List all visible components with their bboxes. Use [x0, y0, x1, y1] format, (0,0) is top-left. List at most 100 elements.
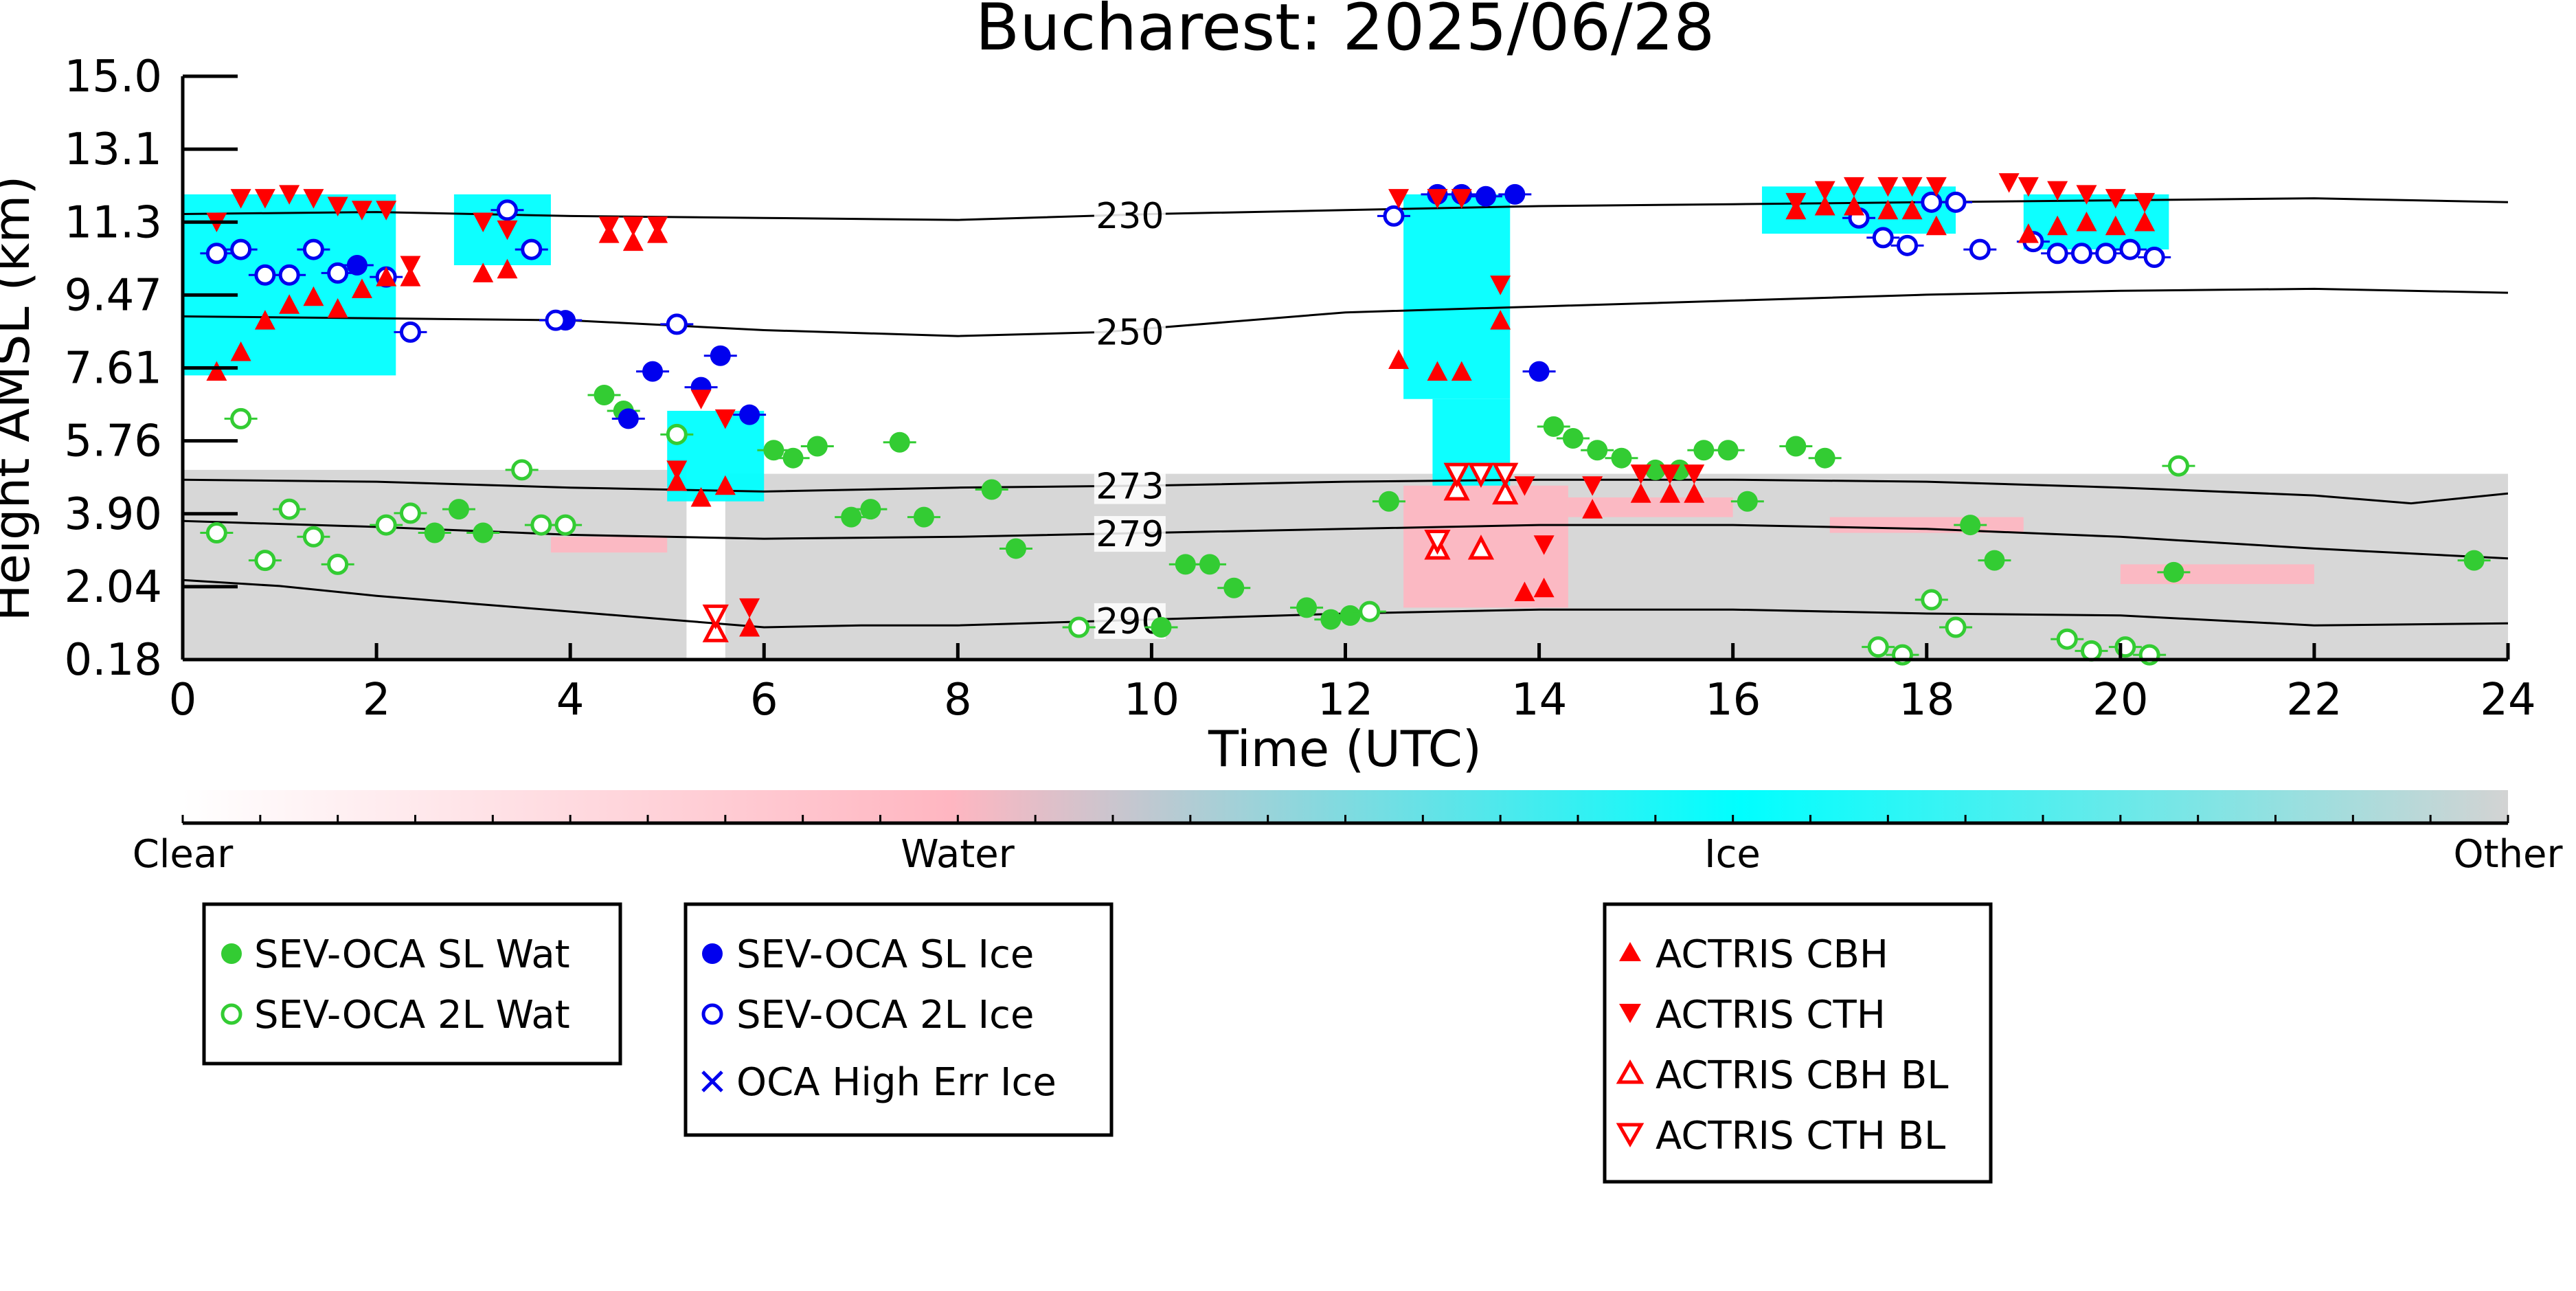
data-point — [230, 189, 251, 209]
data-point — [230, 407, 252, 429]
legend-box-ice: SEV-OCA SL Ice SEV-OCA 2L Ice OCA High E… — [683, 902, 1114, 1137]
data-point — [1427, 361, 1448, 381]
y-tick-label: 2.04 — [65, 562, 163, 613]
y-tick-label: 13.1 — [65, 124, 163, 175]
data-point — [1490, 310, 1511, 330]
data-point — [1427, 189, 1448, 209]
data-point — [1659, 483, 1680, 503]
contour-label-230: 230 — [1096, 196, 1164, 237]
legend-marker-2l-wat — [221, 1003, 242, 1025]
data-point — [1867, 636, 1889, 658]
contour-label-bg — [1094, 197, 1166, 234]
legend-marker-high-err-ice — [701, 1070, 723, 1092]
data-point — [1451, 189, 1472, 209]
data-point — [327, 553, 349, 575]
data-point — [351, 278, 372, 298]
y-tick-label: 3.90 — [65, 489, 163, 540]
y-tick-label: 9.47 — [65, 270, 163, 321]
series-actris-cbh — [206, 196, 2156, 637]
colorbar-ticks — [181, 815, 2509, 823]
data-point — [1492, 479, 1519, 505]
data-point — [2134, 211, 2156, 232]
data-point — [1611, 447, 1632, 469]
data-point — [841, 506, 862, 528]
data-point — [1378, 491, 1399, 512]
legend-marker-cth-bl — [1616, 1123, 1645, 1148]
data-point — [1533, 577, 1555, 598]
contour-line-230 — [183, 197, 2508, 221]
data-point — [254, 189, 275, 209]
data-point — [376, 201, 397, 221]
data-point — [594, 385, 615, 406]
data-point — [554, 514, 576, 536]
contour-line-250 — [183, 287, 2508, 337]
legend-marker-cth — [1619, 1004, 1641, 1023]
legend-frame — [683, 902, 1114, 1137]
data-point — [710, 345, 731, 366]
cloud-mask-water — [2120, 564, 2314, 585]
series-actris-cth-bl — [702, 462, 1519, 630]
data-series-layer — [200, 173, 2491, 666]
data-point — [598, 216, 620, 236]
cloud-mask-ice — [1403, 194, 1511, 399]
data-point — [1945, 616, 1967, 638]
data-point — [230, 341, 251, 361]
x-tick-label: 10 — [1124, 675, 1179, 726]
data-point — [1467, 462, 1495, 488]
data-point — [618, 408, 639, 429]
series-actris-cbh-bl — [702, 475, 1519, 642]
data-point — [1582, 499, 1603, 519]
data-point — [254, 264, 276, 286]
x-tick-label: 16 — [1705, 675, 1761, 726]
contour-label-279: 279 — [1096, 514, 1164, 555]
data-point — [473, 212, 494, 232]
data-point — [424, 522, 445, 543]
data-point — [1969, 238, 1991, 260]
data-point — [1383, 205, 1405, 227]
data-point — [714, 409, 736, 429]
data-point — [647, 216, 668, 236]
data-point — [521, 238, 543, 260]
data-point — [981, 479, 1002, 500]
colorbar-label-ice: Ice — [1704, 832, 1761, 877]
x-ticks: 0 2 4 6 8 10 12 14 16 18 20 22 24 — [169, 643, 2536, 726]
legend-label-cth-bl: ACTRIS CTH BL — [1656, 1114, 1945, 1158]
colorbar-label-water: Water — [901, 832, 1015, 877]
data-point — [666, 460, 688, 480]
data-point — [702, 617, 729, 642]
data-point — [2076, 185, 2097, 205]
data-point — [1684, 464, 1705, 484]
y-axis-title: Height AMSL (km) — [0, 176, 41, 622]
legend-frame — [202, 902, 622, 1066]
data-point — [666, 471, 688, 491]
data-point — [2105, 215, 2126, 236]
data-point — [1175, 554, 1196, 575]
data-point — [1960, 515, 1981, 536]
data-point — [400, 267, 421, 287]
data-point — [1877, 199, 1899, 220]
legend-box-water: SEV-OCA SL Wat SEV-OCA 2L Wat — [202, 902, 622, 1066]
data-point — [1901, 199, 1923, 220]
data-point — [1921, 589, 1943, 611]
data-point — [1984, 550, 2005, 571]
data-point — [2081, 640, 2103, 662]
data-point — [2095, 243, 2117, 265]
data-point — [1582, 476, 1603, 496]
data-point — [2105, 189, 2126, 209]
data-point — [206, 361, 227, 381]
data-point — [889, 431, 910, 453]
data-point — [1659, 464, 1680, 484]
data-point — [666, 423, 688, 445]
data-point — [913, 506, 934, 528]
legend-marker-sl-wat — [221, 943, 242, 964]
data-point — [1897, 234, 1919, 256]
data-point — [2047, 215, 2068, 236]
data-point — [1320, 609, 1342, 630]
x-tick-label: 0 — [169, 675, 197, 726]
data-point — [2167, 455, 2189, 477]
series-actris-cth — [206, 173, 2156, 618]
data-point — [376, 267, 397, 287]
x-tick-label: 4 — [556, 675, 585, 726]
